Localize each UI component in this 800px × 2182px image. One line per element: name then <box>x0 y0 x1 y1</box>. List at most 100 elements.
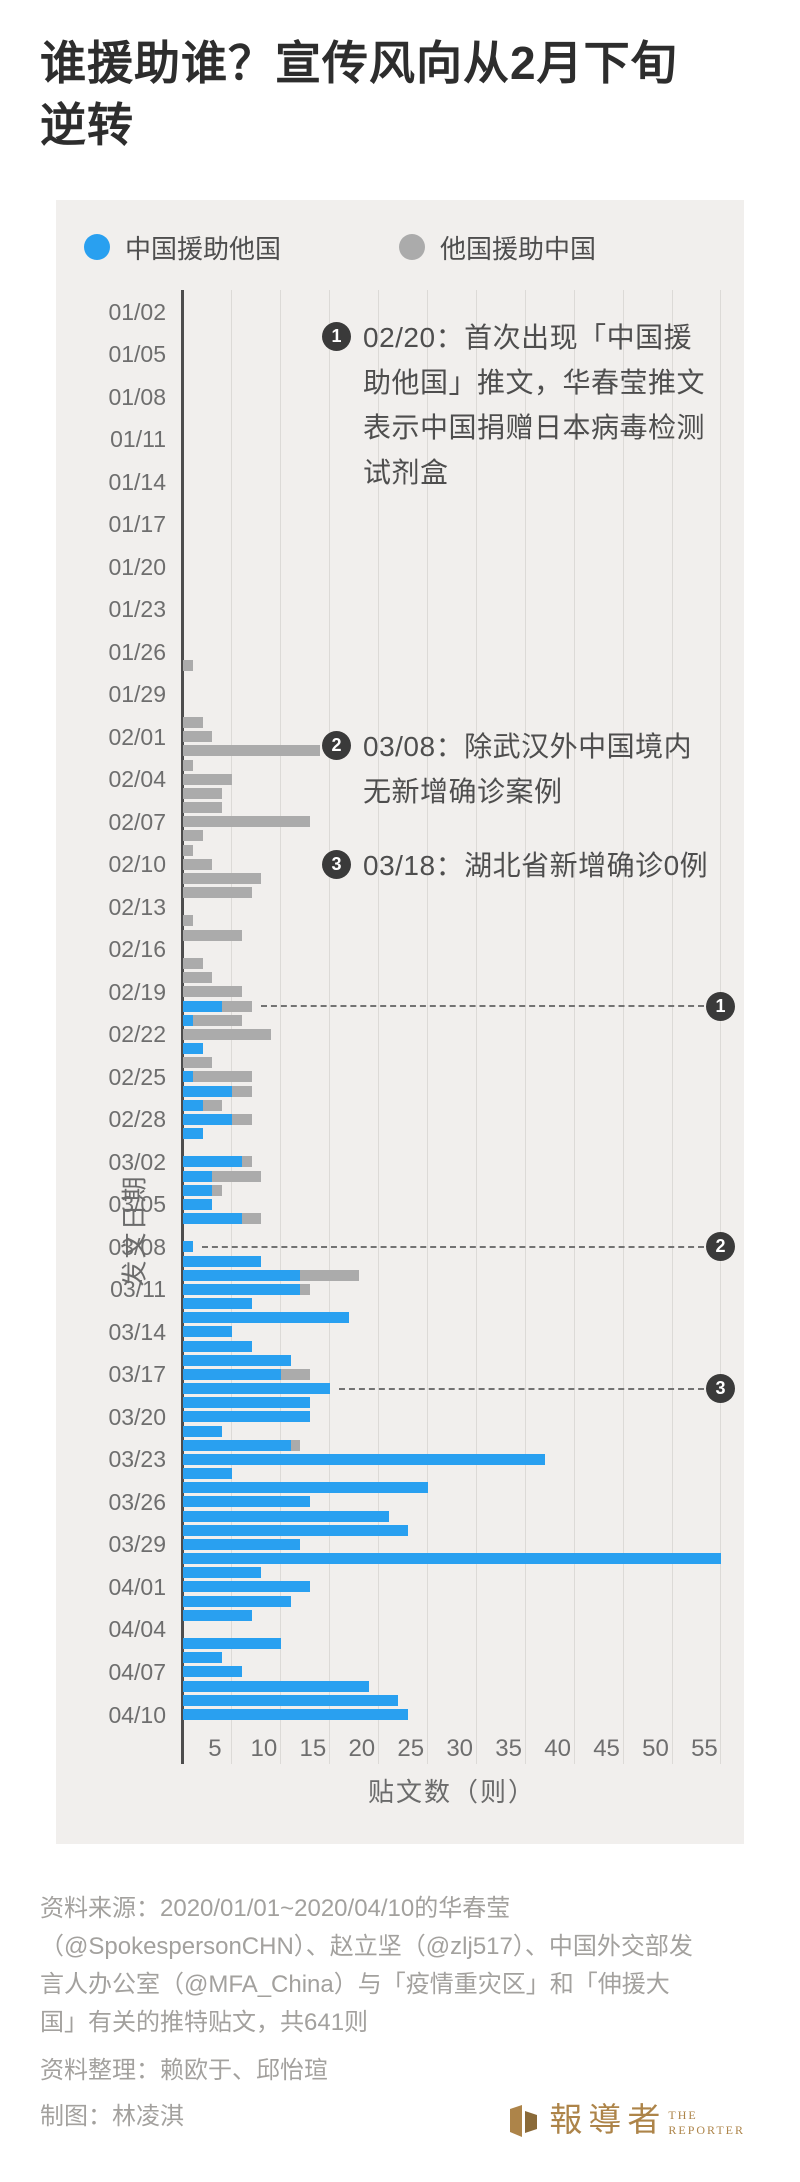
bar-gray-03/02 <box>241 1156 252 1168</box>
annotation-1-number-badge: 1 <box>322 322 351 351</box>
bar-blue-03/11 <box>183 1283 301 1295</box>
y-tick-label-01/29: 01/29 <box>108 681 166 708</box>
bar-blue-03/06 <box>183 1213 242 1225</box>
bar-blue-03/13 <box>183 1312 350 1324</box>
the-reporter-logo: 報導者 THE REPORTER <box>510 2098 745 2144</box>
annotation-dash-line-2 <box>201 1245 705 1248</box>
y-tick-label-03/08: 03/08 <box>108 1233 166 1260</box>
annotation-1: 1 02/20：首次出现「中国援 助他国」推文，华春莹推文 表示中国捐赠日本病毒… <box>322 315 754 495</box>
bar-blue-02/27 <box>183 1099 203 1111</box>
gridline-x-35 <box>524 290 526 1764</box>
bar-blue-03/09 <box>183 1255 262 1267</box>
y-tick-label-02/07: 02/07 <box>108 808 166 835</box>
legend-item-china-aids-others: 中国援助他国 <box>84 233 281 264</box>
bar-gray-02/24 <box>183 1057 213 1069</box>
bar-gray-03/17 <box>280 1368 311 1380</box>
annotation-dash-line-3 <box>338 1387 705 1390</box>
bar-blue-03/10 <box>183 1269 301 1281</box>
y-tick-label-02/19: 02/19 <box>108 978 166 1005</box>
x-tick-label-5: 5 <box>208 1735 222 1762</box>
y-axis-title: 发文日期 <box>119 1174 150 1287</box>
y-tick-label-03/14: 03/14 <box>108 1318 166 1345</box>
bar-gray-02/17 <box>183 957 203 969</box>
bar-gray-02/28 <box>231 1113 252 1125</box>
bar-gray-02/21 <box>192 1014 242 1026</box>
y-tick-label-02/25: 02/25 <box>108 1063 166 1090</box>
bar-gray-02/08 <box>183 830 203 842</box>
gridline-x-30 <box>475 290 477 1764</box>
logo-en-wordmark: THE REPORTER <box>668 2108 745 2137</box>
bar-blue-03/20 <box>183 1411 311 1423</box>
bar-gray-02/09 <box>183 844 193 856</box>
bar-gray-02/15 <box>183 929 242 941</box>
bar-blue-03/18 <box>183 1383 330 1395</box>
bar-blue-04/03 <box>183 1609 252 1621</box>
bar-blue-03/08 <box>183 1241 193 1253</box>
bar-blue-03/30 <box>183 1553 722 1565</box>
bar-blue-04/06 <box>183 1652 223 1664</box>
data-source-note: 资料来源：2020/01/01~2020/04/10的华春莹 （@Spokesp… <box>40 1895 693 2036</box>
bar-gray-02/12 <box>183 887 252 899</box>
bar-gray-02/11 <box>183 872 262 884</box>
bar-chart-plot-area: 01/02 01/05 01/08 01/11 01/14 01/17 01/20 01/23… <box>56 200 744 1844</box>
y-tick-label-03/02: 03/02 <box>108 1148 166 1175</box>
legend-label-china-aids-others: 中国援助他国 <box>125 233 282 264</box>
y-tick-label-02/22: 02/22 <box>108 1021 166 1048</box>
y-tick-label-01/17: 01/17 <box>108 511 166 538</box>
bar-blue-03/24 <box>183 1468 232 1480</box>
bar-gray-03/06 <box>241 1213 262 1225</box>
bar-blue-04/08 <box>183 1680 369 1692</box>
bar-gray-02/25 <box>192 1071 252 1083</box>
bar-gray-02/06 <box>183 802 223 814</box>
bar-gray-03/04 <box>212 1184 223 1196</box>
bar-gray-02/14 <box>183 915 193 927</box>
annotation-3: 3 03/18：湖北省新增确诊0例 <box>322 843 754 888</box>
bar-blue-03/05 <box>183 1198 213 1210</box>
annotation-3-text: 03/18：湖北省新增确诊0例 <box>363 850 709 881</box>
y-tick-label-03/23: 03/23 <box>108 1446 166 1473</box>
bar-blue-03/28 <box>183 1524 409 1536</box>
y-tick-label-03/17: 03/17 <box>108 1361 166 1388</box>
legend-label-others-aid-china: 他国援助中国 <box>440 233 597 264</box>
y-tick-label-01/26: 01/26 <box>108 638 166 665</box>
gridline-x-20 <box>377 290 379 1764</box>
annotation-badge-1: 1 <box>706 991 735 1021</box>
gridline-x-15 <box>328 290 330 1764</box>
bar-gray-02/07 <box>183 816 311 828</box>
bar-gray-01/27 <box>183 660 193 672</box>
x-axis-title: 贴文数（则） <box>367 1777 536 1807</box>
annotation-2: 2 03/08：除武汉外中国境内 无新增确诊案例 <box>322 724 754 814</box>
gridline-x-40 <box>573 290 575 1764</box>
data-compilation-credit: 资料整理：赖欧于、邱怡瑄 <box>40 2057 328 2084</box>
bar-gray-03/22 <box>290 1439 301 1451</box>
bar-blue-03/14 <box>183 1326 232 1338</box>
bar-blue-04/01 <box>183 1581 311 1593</box>
bar-blue-02/29 <box>183 1128 203 1140</box>
bar-blue-03/02 <box>183 1156 242 1168</box>
bar-blue-03/16 <box>183 1354 291 1366</box>
bar-blue-02/28 <box>183 1113 232 1125</box>
bar-blue-02/23 <box>183 1043 203 1054</box>
bar-blue-04/07 <box>183 1666 242 1678</box>
y-tick-label-02/16: 02/16 <box>108 936 166 963</box>
bar-gray-02/27 <box>202 1099 223 1111</box>
annotation-badge-2: 2 <box>706 1232 735 1262</box>
y-tick-label-01/14: 01/14 <box>108 468 166 495</box>
bar-blue-03/27 <box>183 1510 389 1522</box>
y-tick-label-01/02: 01/02 <box>108 298 166 325</box>
bar-gray-03/10 <box>300 1269 360 1281</box>
bar-gray-02/02 <box>183 745 321 757</box>
bar-blue-03/29 <box>183 1538 301 1550</box>
y-axis-line <box>180 290 184 1764</box>
x-tick-label-10: 10 <box>250 1735 278 1762</box>
y-tick-label-03/26: 03/26 <box>108 1488 166 1515</box>
y-tick-label-02/01: 02/01 <box>108 723 166 750</box>
chart-author-credit: 制图：林凌淇 <box>40 2103 184 2130</box>
y-tick-label-01/11: 01/11 <box>110 426 166 453</box>
bar-gray-02/01 <box>183 731 213 743</box>
y-tick-label-01/23: 01/23 <box>108 596 166 623</box>
logo-cjk-wordmark: 報導者 <box>549 2103 667 2139</box>
y-tick-label-01/05: 01/05 <box>108 341 166 368</box>
gridline-x-25 <box>426 290 428 1764</box>
gridline-x-45 <box>622 290 624 1764</box>
